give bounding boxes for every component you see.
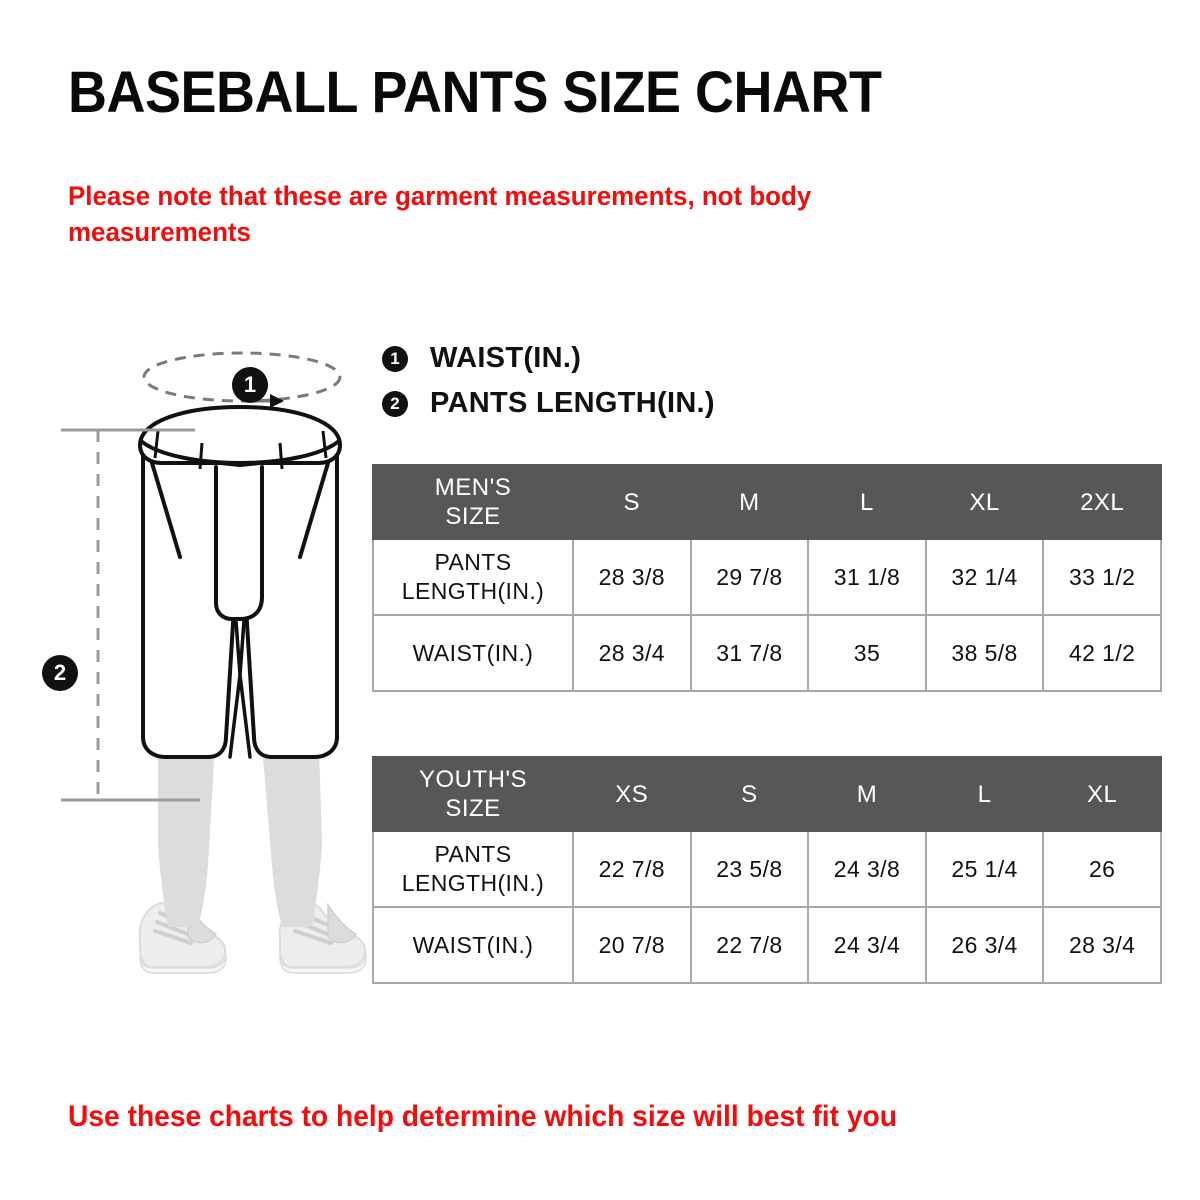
youths-waist-s: 22 7/8 xyxy=(689,906,810,984)
youths-col-xl: XL xyxy=(1042,756,1162,832)
mens-waist-s: 28 3/4 xyxy=(572,614,692,692)
measurement-legend: 1 WAIST(IN.) 2 PANTS LENGTH(IN.) xyxy=(382,336,715,426)
belt-loops-icon xyxy=(153,430,328,470)
youths-waist-m: 24 3/4 xyxy=(807,906,927,984)
pants-diagram: 1 2 xyxy=(40,345,380,1005)
mens-size-header: MEN'S SIZE xyxy=(372,464,574,540)
mens-row-label-waist: WAIST(IN.) xyxy=(372,614,574,692)
table-row: PANTS LENGTH(IN.) 28 3/8 29 7/8 31 1/8 3… xyxy=(372,538,1162,616)
youths-col-l: L xyxy=(924,756,1045,832)
mens-col-l: L xyxy=(807,464,927,540)
legend-label-pants-length: PANTS LENGTH(IN.) xyxy=(430,387,715,419)
youths-pants-length-m: 24 3/8 xyxy=(807,830,927,908)
youths-waist-xl: 28 3/4 xyxy=(1042,906,1162,984)
youths-size-header-line1: YOUTH'S xyxy=(418,766,528,793)
label-line2: LENGTH(IN.) xyxy=(401,870,545,896)
legend-label-waist: WAIST(IN.) xyxy=(430,342,582,374)
mens-waist-l: 35 xyxy=(807,614,927,692)
youths-size-header-line2: SIZE xyxy=(445,795,501,822)
mens-col-s: S xyxy=(572,464,692,540)
mens-pants-length-s: 28 3/8 xyxy=(572,538,692,616)
footer-note: Use these charts to help determine which… xyxy=(68,1100,897,1133)
marker-one-icon: 1 xyxy=(382,345,408,372)
crotch-seam-icon xyxy=(228,619,252,759)
mens-pants-length-xl: 32 1/4 xyxy=(924,538,1045,616)
youths-pants-length-xl: 26 xyxy=(1042,830,1162,908)
youths-col-m: M xyxy=(807,756,927,832)
pocket-seams-icon xyxy=(150,461,330,559)
page-title: BASEBALL PANTS SIZE CHART xyxy=(68,60,882,125)
legend-item-pants-length: 2 PANTS LENGTH(IN.) xyxy=(382,381,715,426)
mens-row-label-pants-length: PANTS LENGTH(IN.) xyxy=(372,538,574,616)
mens-waist-m: 31 7/8 xyxy=(689,614,810,692)
mens-pants-length-m: 29 7/8 xyxy=(689,538,810,616)
measurement-note: Please note that these are garment measu… xyxy=(68,181,812,247)
table-header-row: YOUTH'S SIZE XS S M L XL xyxy=(372,756,1162,832)
waist-measure-arrow-icon xyxy=(270,394,284,408)
youths-waist-l: 26 3/4 xyxy=(924,906,1045,984)
youths-pants-length-s: 23 5/8 xyxy=(689,830,810,908)
shoes-icon xyxy=(138,901,367,974)
youths-size-header: YOUTH'S SIZE xyxy=(372,756,574,832)
label-line1: PANTS xyxy=(434,841,512,867)
youths-row-label-pants-length: PANTS LENGTH(IN.) xyxy=(372,830,574,908)
fly-placket-icon xyxy=(214,465,264,621)
youths-col-xs: XS xyxy=(572,756,692,832)
length-measure-line xyxy=(61,428,200,802)
youths-row-label-waist: WAIST(IN.) xyxy=(372,906,574,984)
mens-size-table: MEN'S SIZE S M L XL 2XL PANTS LENGTH(IN.… xyxy=(372,464,1162,692)
mens-pants-length-2xl: 33 1/2 xyxy=(1042,538,1162,616)
youths-pants-length-xs: 22 7/8 xyxy=(572,830,692,908)
mens-col-m: M xyxy=(689,464,810,540)
mens-waist-xl: 38 5/8 xyxy=(924,614,1045,692)
legend-item-waist: 1 WAIST(IN.) xyxy=(382,336,715,381)
mens-col-xl: XL xyxy=(924,464,1045,540)
table-row: WAIST(IN.) 20 7/8 22 7/8 24 3/4 26 3/4 2… xyxy=(372,906,1162,984)
mens-waist-2xl: 42 1/2 xyxy=(1042,614,1162,692)
youths-size-table: YOUTH'S SIZE XS S M L XL PANTS LENGTH(IN… xyxy=(372,756,1162,984)
mens-size-header-line2: SIZE xyxy=(445,503,501,530)
table-row: WAIST(IN.) 28 3/4 31 7/8 35 38 5/8 42 1/… xyxy=(372,614,1162,692)
illustration-marker-two: 2 xyxy=(42,655,78,691)
label-line2: LENGTH(IN.) xyxy=(401,578,545,604)
socks-icon xyxy=(158,745,322,927)
youths-waist-xs: 20 7/8 xyxy=(572,906,692,984)
mens-pants-length-l: 31 1/8 xyxy=(807,538,927,616)
youths-col-s: S xyxy=(689,756,810,832)
mens-size-header-line1: MEN'S xyxy=(434,474,512,501)
table-header-row: MEN'S SIZE S M L XL 2XL xyxy=(372,464,1162,540)
mens-col-2xl: 2XL xyxy=(1042,464,1162,540)
illustration-marker-one: 1 xyxy=(232,367,268,403)
label-line1: PANTS xyxy=(434,549,512,575)
youths-pants-length-l: 25 1/4 xyxy=(924,830,1045,908)
marker-two-icon: 2 xyxy=(382,390,408,417)
table-row: PANTS LENGTH(IN.) 22 7/8 23 5/8 24 3/8 2… xyxy=(372,830,1162,908)
